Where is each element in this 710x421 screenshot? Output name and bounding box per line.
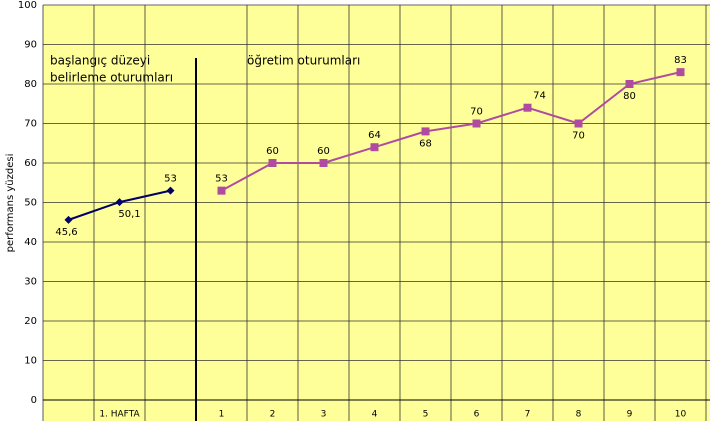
annotation: öğretim oturumları: [247, 54, 360, 68]
marker: [574, 119, 583, 128]
marker: [625, 80, 634, 88]
marker: [523, 103, 532, 112]
x-tick-label: 3: [321, 410, 327, 420]
marker: [370, 143, 379, 152]
marker: [472, 119, 481, 128]
data-label: 70: [572, 131, 585, 142]
data-label: 53: [164, 174, 177, 185]
marker: [421, 127, 430, 136]
annotation: belirleme oturumları: [50, 71, 173, 85]
marker: [676, 68, 685, 77]
data-label: 60: [317, 146, 330, 157]
marker: [268, 159, 277, 167]
data-label: 83: [674, 55, 687, 66]
marker: [319, 159, 328, 167]
series-line: [221, 71, 681, 192]
plot-area: [43, 5, 710, 421]
data-label: 80: [623, 91, 636, 102]
marker: [217, 186, 226, 195]
y-tick-label: 50: [24, 198, 37, 209]
y-tick-label: 40: [24, 237, 37, 248]
y-tick-label: 70: [24, 119, 37, 130]
y-axis-label: performans yüzdesi: [5, 154, 16, 253]
data-label: 68: [419, 138, 432, 149]
y-tick-label: 80: [24, 79, 37, 90]
x-tick-label: 1: [219, 410, 225, 420]
data-label: 74: [533, 91, 546, 102]
x-tick-label: 5: [423, 410, 429, 420]
y-tick-label: 90: [24, 40, 37, 51]
y-tick-label: 60: [24, 158, 37, 169]
marker: [166, 186, 175, 195]
y-tick-label: 10: [24, 356, 37, 367]
data-label: 50,1: [118, 209, 140, 220]
x-tick-label: 2: [270, 410, 276, 420]
x-tick-label: 8: [576, 410, 582, 420]
x-tick-label: 1. HAFTA: [99, 410, 140, 420]
x-tick-label: 9: [627, 410, 633, 420]
data-label: 64: [368, 130, 381, 141]
x-tick-label: 4: [372, 410, 378, 420]
marker: [64, 215, 73, 224]
data-label: 70: [470, 107, 483, 118]
y-tick-label: 0: [31, 395, 37, 406]
x-tick-label: 10: [675, 410, 687, 420]
y-tick-label: 100: [18, 0, 37, 11]
y-tick-label: 20: [24, 316, 37, 327]
y-tick-label: 30: [24, 277, 37, 288]
x-tick-label: 7: [525, 410, 531, 420]
data-label: 45,6: [55, 227, 77, 238]
data-label: 53: [215, 174, 228, 185]
x-tick-label: 6: [474, 410, 480, 420]
marker: [115, 198, 124, 207]
data-label: 60: [266, 146, 279, 157]
annotation: başlangıç düzeyi: [50, 54, 150, 68]
